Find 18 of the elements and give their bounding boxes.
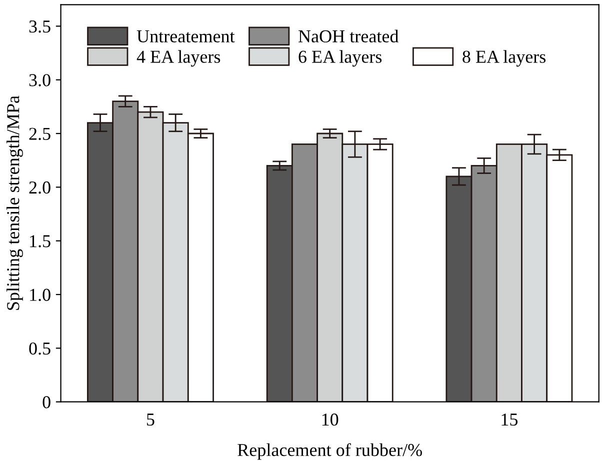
legend-label: Untreatement xyxy=(136,30,235,42)
x-tick-label: 15 xyxy=(502,414,518,426)
legend-label: NaOH treated xyxy=(298,30,399,42)
y-axis-title: Splitting tensile strength/MPa xyxy=(6,96,23,310)
legend-label: 4 EA layers xyxy=(136,50,220,67)
y-tick-label: 3.0 xyxy=(29,74,50,86)
legend-label: 6 EA layers xyxy=(298,50,382,67)
y-tick-label: 2.5 xyxy=(29,128,50,140)
y-tick-label: 2.0 xyxy=(29,181,50,194)
y-tick-label: 0 xyxy=(42,396,50,408)
x-axis-title: Replacement of rubber/% xyxy=(238,443,422,460)
x-tick-label: 5 xyxy=(147,414,154,426)
y-tick-label: 0.5 xyxy=(29,342,50,355)
y-tick-label: 1.0 xyxy=(30,288,50,302)
legend-label: 8 EA layers xyxy=(462,50,546,67)
x-tick-label: 10 xyxy=(322,413,338,426)
y-tick-label: 3.5 xyxy=(29,20,50,33)
y-tick-label: 1.5 xyxy=(30,235,50,248)
